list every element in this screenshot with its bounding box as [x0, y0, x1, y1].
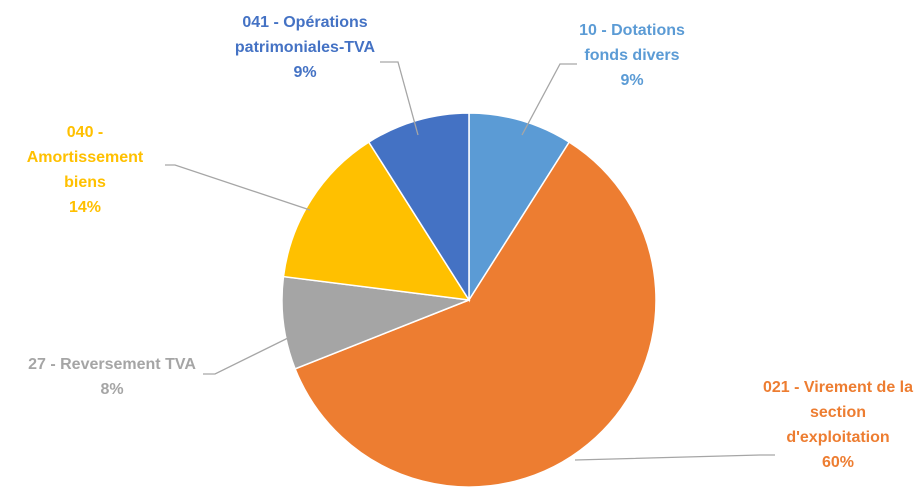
category-label: 040 - Amortissement biens	[26, 124, 144, 191]
leader-line	[521, 63, 577, 136]
percent-label: 9%	[620, 72, 644, 89]
percent-label: 14%	[68, 199, 102, 216]
leader-line	[380, 61, 419, 136]
pie-slice	[468, 112, 571, 303]
category-label: 27 - Reversement TVA	[28, 356, 196, 373]
pie-slice	[282, 141, 471, 301]
percent-label: 60%	[821, 454, 855, 471]
leader-line	[203, 337, 289, 375]
percent-label: 8%	[100, 381, 124, 398]
category-label: 021 - Virement de la section d'exploitat…	[763, 379, 913, 446]
data-label: 021 - Virement de la section d'exploitat…	[763, 375, 913, 475]
percent-label: 9%	[293, 64, 317, 81]
pie-slice	[281, 275, 470, 370]
data-label: 040 - Amortissement biens 14%	[10, 120, 160, 220]
data-label: 27 - Reversement TVA 8%	[22, 352, 202, 402]
category-label: 041 - Opérations patrimoniales-TVA	[234, 14, 376, 56]
leader-line	[165, 164, 311, 211]
data-label: 041 - Opérations patrimoniales-TVA 9%	[220, 10, 390, 85]
pie-slice	[294, 141, 657, 488]
pie-slice	[367, 112, 470, 303]
data-label: 10 - Dotations fonds divers 9%	[567, 18, 697, 93]
category-label: 10 - Dotations fonds divers	[579, 22, 685, 64]
leader-line	[574, 454, 775, 461]
